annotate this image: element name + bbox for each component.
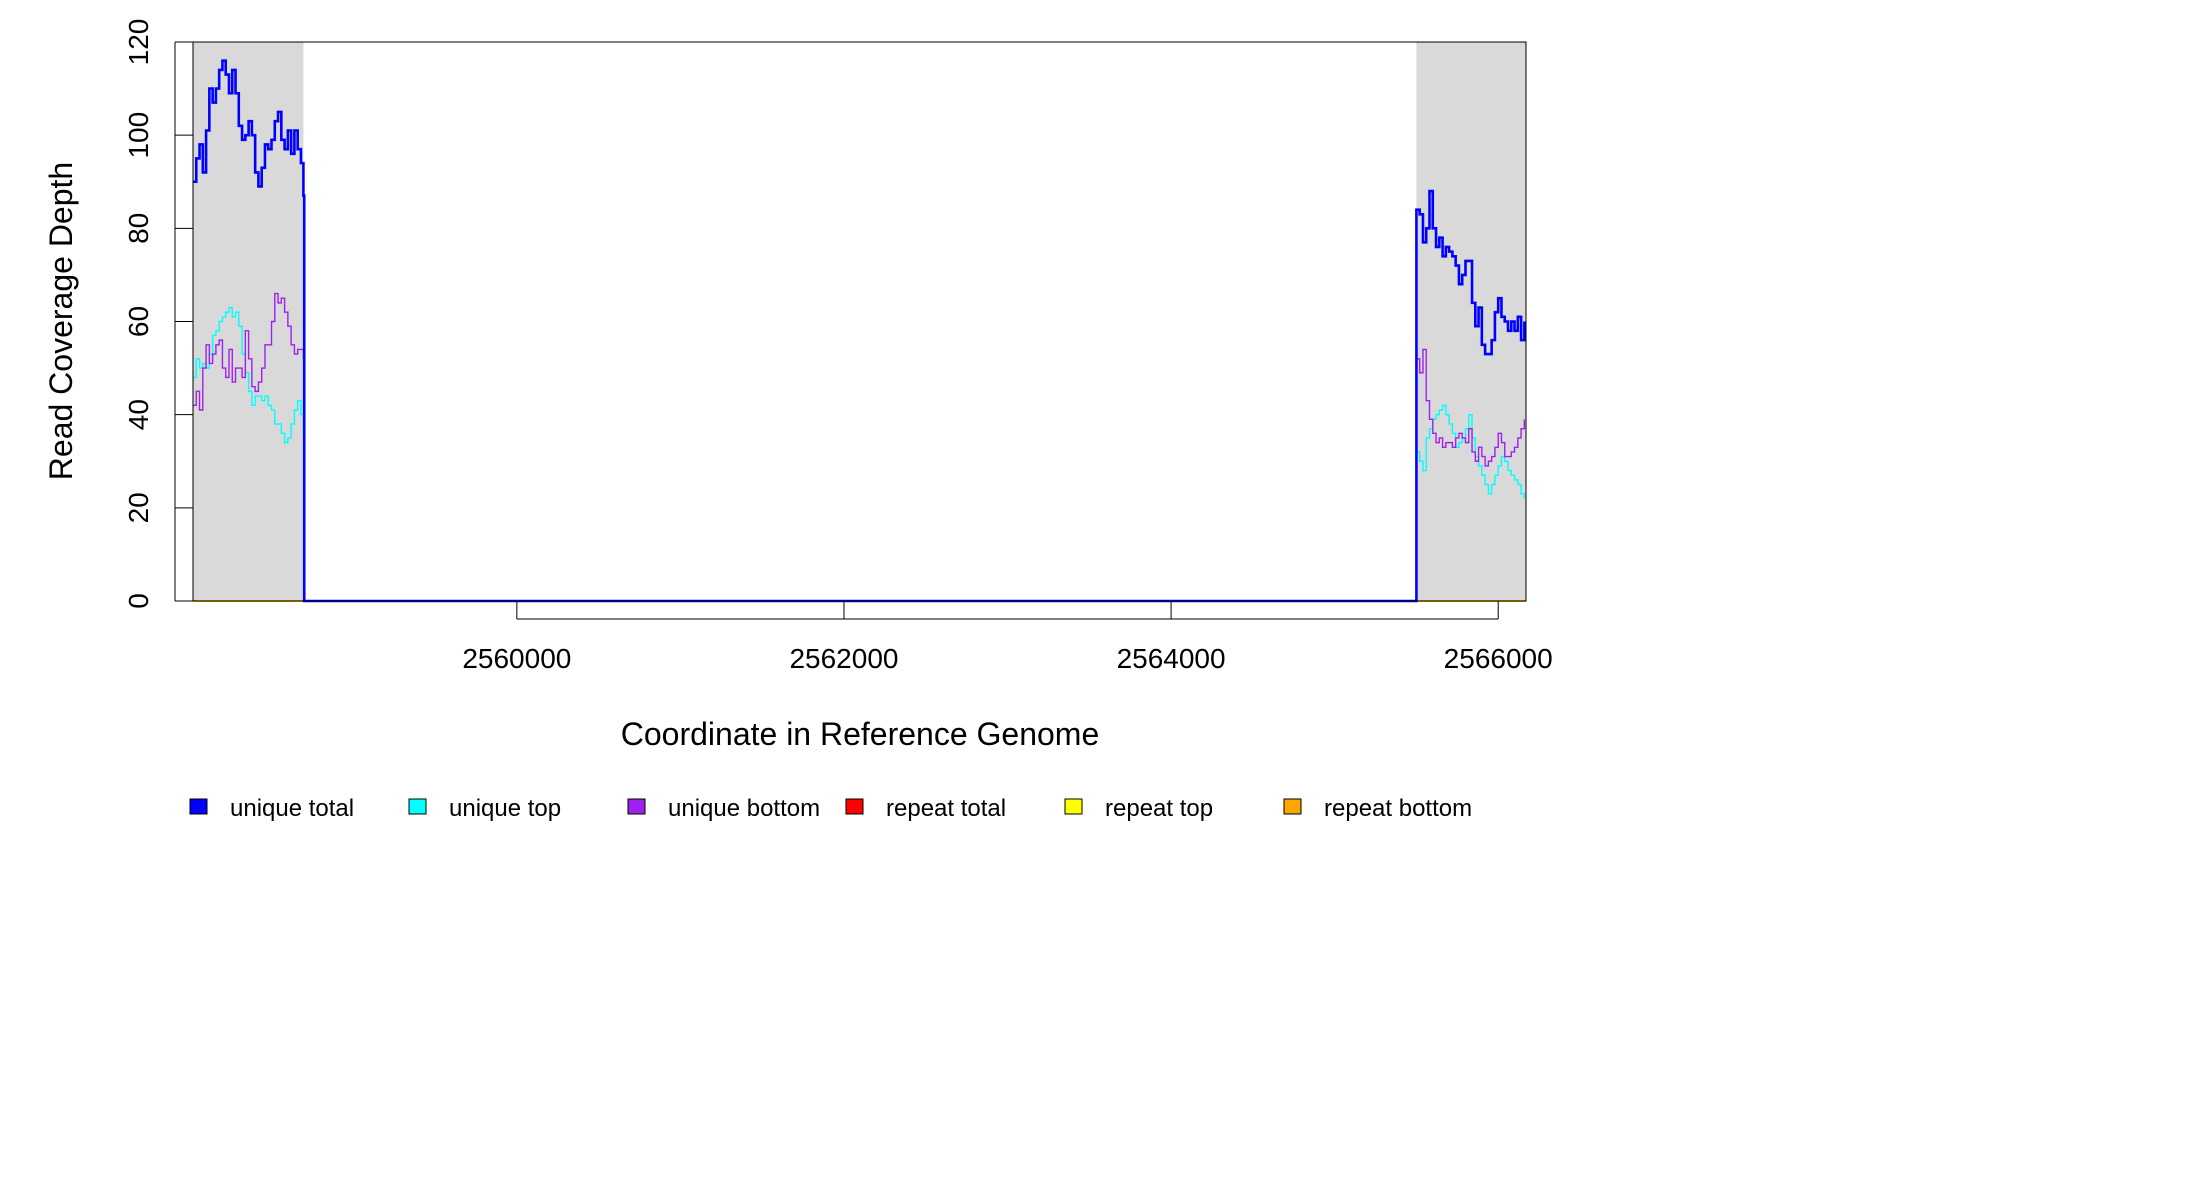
legend-item-repeat-total: repeat total	[845, 795, 1006, 822]
legend-item-repeat-top: repeat top	[1064, 795, 1213, 822]
y-tick-label: 60	[123, 306, 154, 337]
legend-label: unique top	[449, 795, 561, 822]
legend-swatch	[845, 798, 864, 815]
x-tick-label: 2562000	[789, 643, 898, 674]
legend-swatch	[1283, 798, 1302, 815]
legend-swatch	[627, 798, 646, 815]
y-tick-label: 40	[123, 399, 154, 430]
legend-swatch	[408, 798, 427, 815]
y-tick-label: 100	[123, 112, 154, 159]
x-axis-title: Coordinate in Reference Genome	[621, 716, 1100, 752]
legend-item-unique-total: unique total	[189, 795, 354, 822]
legend-label: unique bottom	[668, 795, 820, 822]
x-axis: 2560000 2562000 2564000 2566000	[462, 601, 1553, 674]
legend: unique total unique top unique bottom repea…	[189, 795, 1472, 822]
series-line-unique-total	[193, 59, 1526, 603]
legend-swatch	[189, 798, 208, 815]
highlight-regions	[193, 42, 1526, 601]
y-tick-label: 20	[123, 492, 154, 523]
series-line-unique-bottom	[193, 292, 1526, 602]
legend-swatch	[1064, 798, 1083, 815]
highlight-region	[1416, 42, 1526, 601]
x-tick-label: 2560000	[462, 643, 571, 674]
y-tick-label: 80	[123, 213, 154, 244]
legend-label: repeat bottom	[1324, 795, 1472, 822]
legend-label: repeat total	[886, 795, 1006, 822]
x-tick-label: 2566000	[1444, 643, 1553, 674]
legend-item-unique-top: unique top	[408, 795, 561, 822]
legend-label: repeat top	[1105, 795, 1213, 822]
legend-item-unique-bottom: unique bottom	[627, 795, 820, 822]
legend-label: unique total	[230, 795, 354, 822]
y-axis: 0 20 40 60 80 100 120	[123, 19, 193, 609]
y-tick-label: 120	[123, 19, 154, 66]
series-line-unique-top	[193, 306, 1526, 602]
plot-frame	[192, 41, 1527, 602]
y-tick-label: 0	[123, 593, 154, 609]
series-layer	[193, 59, 1526, 603]
x-tick-label: 2564000	[1117, 643, 1226, 674]
legend-item-repeat-bottom: repeat bottom	[1283, 795, 1472, 822]
y-axis-title: Read Coverage Depth	[43, 162, 79, 480]
